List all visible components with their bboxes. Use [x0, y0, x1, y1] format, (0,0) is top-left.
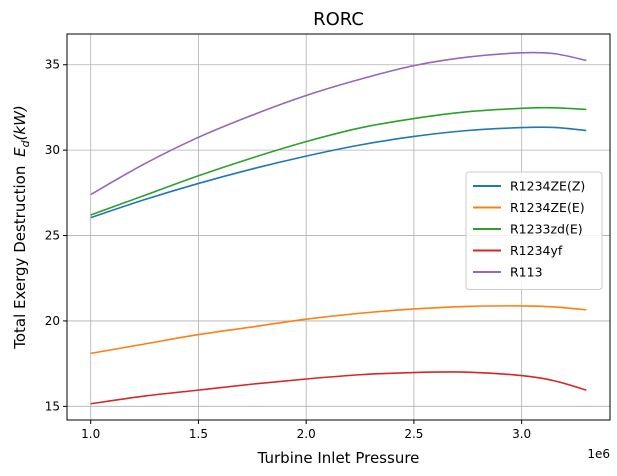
x-axis-title: Turbine Inlet Pressure [257, 449, 420, 467]
y-axis-title: Total Exergy Destruction Ed(kW) [11, 105, 32, 350]
x-axis-ticks: 1.0 1.5 2.0 2.5 3.0 [81, 420, 531, 441]
chart-title: RORC [313, 9, 364, 30]
y-tick-label: 25 [45, 229, 60, 243]
legend: R1234ZE(Z) R1234ZE(E) R1233zd(E) R1234yf R11… [465, 171, 603, 290]
x-tick-label: 1.5 [189, 427, 208, 441]
y-axis-title-symbol: E [11, 147, 29, 157]
legend-label-r1234yf: R1234yf [510, 243, 563, 258]
series-line-r1234ze-e [90, 305, 587, 355]
legend-label-r113: R113 [510, 265, 543, 280]
series-line-r1234ze-z [90, 126, 587, 219]
y-axis-ticks: 15 20 25 30 35 [45, 58, 67, 413]
x-tick-label: 2.0 [297, 427, 316, 441]
y-tick-label: 20 [45, 314, 60, 328]
x-tick-label: 1.0 [81, 427, 100, 441]
x-tick-label: 3.0 [512, 427, 531, 441]
y-tick-label: 30 [45, 143, 60, 157]
plot-frame [66, 33, 611, 421]
series-line-r1234yf [90, 371, 587, 405]
legend-label-r1234ze-e: R1234ZE(E) [510, 200, 585, 215]
series-line-r113 [90, 51, 587, 196]
x-tick-label: 2.5 [404, 427, 423, 441]
y-axis-title-subscript: d [19, 139, 32, 147]
legend-label-r1233zd-e: R1233zd(E) [510, 222, 583, 237]
x-axis-offset-label: 1e6 [587, 447, 610, 461]
series-lines [90, 51, 587, 405]
y-tick-label: 35 [45, 58, 60, 72]
y-tick-label: 15 [45, 399, 60, 413]
y-axis-title-prefix: Total Exergy Destruction [11, 166, 29, 350]
series-line-r1233zd-e [90, 106, 587, 216]
legend-box [465, 171, 603, 290]
y-axis-title-units: (kW) [11, 105, 29, 140]
legend-label-r1234ze-z: R1234ZE(Z) [510, 179, 585, 194]
